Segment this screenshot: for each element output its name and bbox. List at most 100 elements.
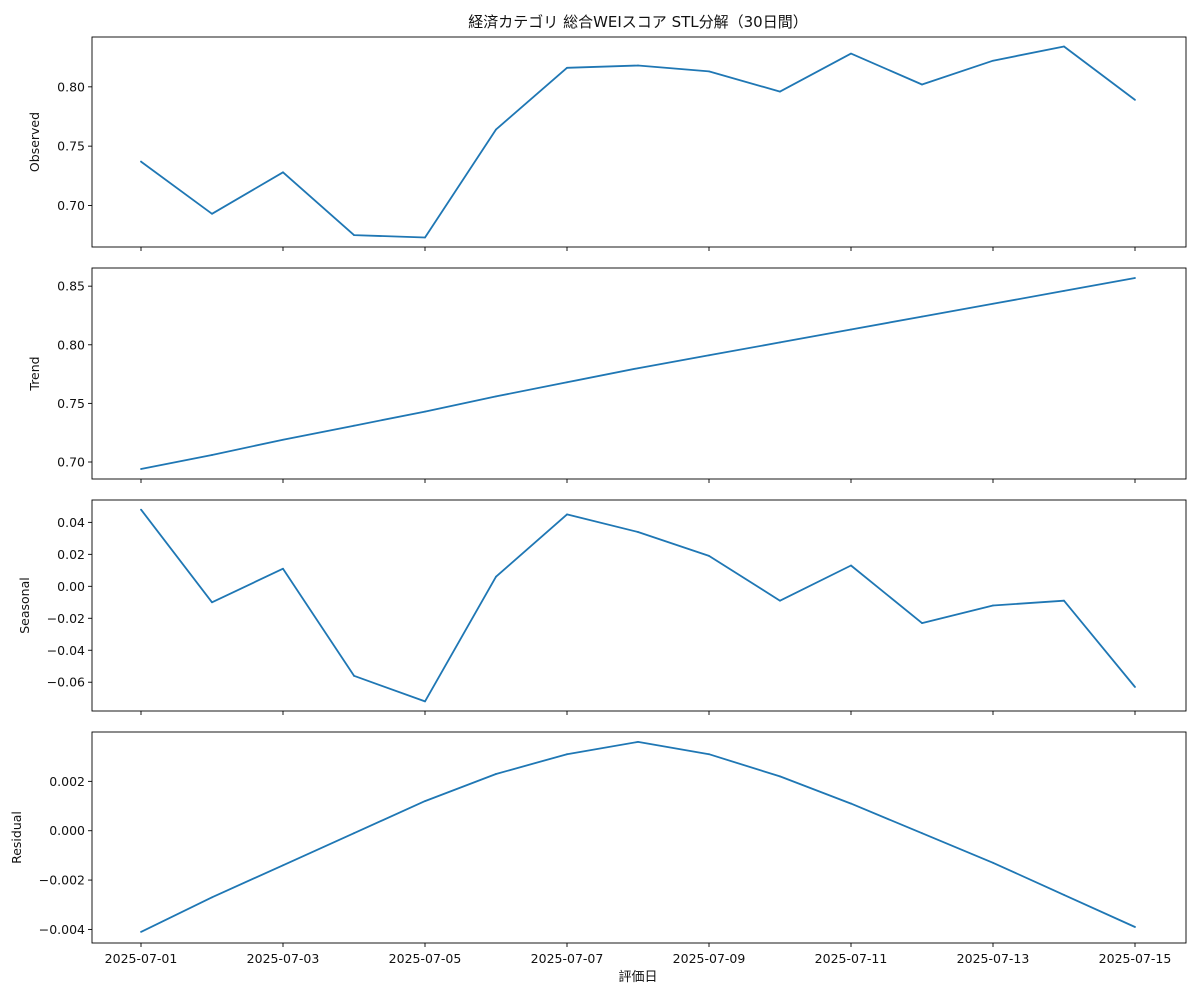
data-point bbox=[424, 236, 426, 239]
data-point bbox=[1063, 599, 1065, 602]
data-point bbox=[353, 424, 355, 427]
panel-trend: 0.70 0.75 0.80 0.85 Trend bbox=[27, 267, 1187, 483]
data-point bbox=[353, 832, 355, 835]
data-point bbox=[637, 367, 639, 370]
data-point bbox=[850, 328, 852, 331]
figure-title: 経済カテゴリ 総合WEIスコア STL分解（30日間） bbox=[468, 13, 808, 31]
data-point bbox=[992, 59, 994, 62]
data-point bbox=[211, 601, 213, 604]
data-point bbox=[353, 674, 355, 677]
axes-frame bbox=[91, 499, 1187, 712]
data-point bbox=[424, 410, 426, 413]
data-point bbox=[566, 753, 568, 756]
data-point bbox=[708, 753, 710, 756]
axes-frame bbox=[91, 731, 1187, 944]
series-line-residual bbox=[140, 741, 1136, 933]
data-point bbox=[282, 864, 284, 867]
y-tick-label: 0.000 bbox=[49, 823, 85, 838]
data-point bbox=[637, 64, 639, 67]
data-point bbox=[708, 555, 710, 557]
axes-frame bbox=[91, 267, 1187, 480]
y-tick-label: −0.04 bbox=[47, 643, 85, 658]
data-point bbox=[495, 575, 497, 578]
panel-seasonal: 0.04 0.02 0.00 −0.02 −0.04 −0.06 Seasonal bbox=[17, 499, 1187, 715]
data-point bbox=[495, 395, 497, 398]
data-point bbox=[282, 567, 284, 570]
data-point bbox=[1134, 686, 1136, 688]
data-point bbox=[495, 128, 497, 131]
y-tick-label: −0.06 bbox=[47, 675, 85, 690]
x-tick-label: 2025-07-13 bbox=[957, 951, 1030, 966]
y-axis-label: Observed bbox=[27, 112, 42, 172]
y-axis-label: Trend bbox=[27, 356, 42, 391]
y-tick-label: 0.02 bbox=[57, 547, 85, 562]
data-point bbox=[708, 70, 710, 73]
data-point bbox=[211, 212, 213, 215]
x-tick-label: 2025-07-15 bbox=[1099, 951, 1172, 966]
series-line-trend bbox=[140, 277, 1136, 470]
y-tick-label: −0.002 bbox=[39, 873, 85, 888]
data-point bbox=[921, 315, 923, 318]
data-point bbox=[779, 341, 781, 344]
data-point bbox=[1063, 893, 1065, 896]
data-point bbox=[424, 700, 426, 703]
data-point bbox=[637, 740, 639, 743]
y-tick-label: 0.002 bbox=[49, 774, 85, 789]
series-line-observed bbox=[140, 45, 1136, 239]
y-tick-label: 0.04 bbox=[57, 515, 85, 530]
y-tick-label: 0.70 bbox=[57, 198, 85, 213]
data-point bbox=[140, 160, 142, 163]
data-point bbox=[779, 775, 781, 778]
data-point bbox=[850, 564, 852, 567]
data-point bbox=[921, 622, 923, 624]
x-tick-label: 2025-07-01 bbox=[105, 951, 178, 966]
data-point bbox=[140, 508, 142, 511]
x-axis-label: 評価日 bbox=[618, 970, 658, 985]
data-point bbox=[921, 83, 923, 86]
y-tick-label: 0.70 bbox=[57, 455, 85, 470]
x-tick-label: 2025-07-09 bbox=[673, 951, 746, 966]
y-tick-label: −0.004 bbox=[39, 922, 85, 937]
panel-observed: 0.70 0.75 0.80 Observed bbox=[27, 36, 1187, 251]
data-point bbox=[424, 800, 426, 802]
data-point bbox=[992, 861, 994, 864]
data-point bbox=[282, 171, 284, 174]
data-point bbox=[921, 832, 923, 835]
data-point bbox=[140, 930, 142, 933]
data-point bbox=[850, 52, 852, 55]
y-tick-label: −0.02 bbox=[47, 611, 85, 626]
data-point bbox=[1063, 289, 1065, 292]
y-tick-label: 0.80 bbox=[57, 337, 85, 352]
data-point bbox=[211, 454, 213, 456]
data-point bbox=[992, 604, 994, 607]
y-tick-label: 0.85 bbox=[57, 279, 85, 294]
x-tick-label: 2025-07-05 bbox=[389, 951, 462, 966]
y-axis-label: Seasonal bbox=[17, 577, 32, 634]
data-point bbox=[495, 773, 497, 775]
y-tick-label: 0.00 bbox=[57, 579, 85, 594]
data-point bbox=[1134, 98, 1136, 101]
data-point bbox=[140, 468, 142, 470]
data-point bbox=[353, 234, 355, 237]
axes-frame bbox=[91, 36, 1187, 248]
series-line-seasonal bbox=[140, 509, 1136, 703]
data-point bbox=[992, 302, 994, 305]
y-axis-label: Residual bbox=[9, 811, 24, 864]
data-point bbox=[850, 802, 852, 805]
x-tick-label: 2025-07-03 bbox=[247, 951, 320, 966]
panel-residual: 0.002 0.000 −0.002 −0.004 2025-07-01 2025-07-… bbox=[9, 731, 1187, 966]
data-point bbox=[1134, 926, 1136, 928]
data-point bbox=[282, 438, 284, 441]
data-point bbox=[566, 381, 568, 384]
data-point bbox=[211, 896, 213, 899]
data-point bbox=[566, 513, 568, 516]
y-tick-label: 0.75 bbox=[57, 139, 85, 154]
y-tick-label: 0.75 bbox=[57, 396, 85, 411]
data-point bbox=[708, 354, 710, 357]
data-point bbox=[1134, 277, 1136, 279]
x-tick-label: 2025-07-11 bbox=[815, 951, 888, 966]
data-point bbox=[779, 599, 781, 602]
data-point bbox=[637, 531, 639, 533]
data-point bbox=[779, 90, 781, 93]
